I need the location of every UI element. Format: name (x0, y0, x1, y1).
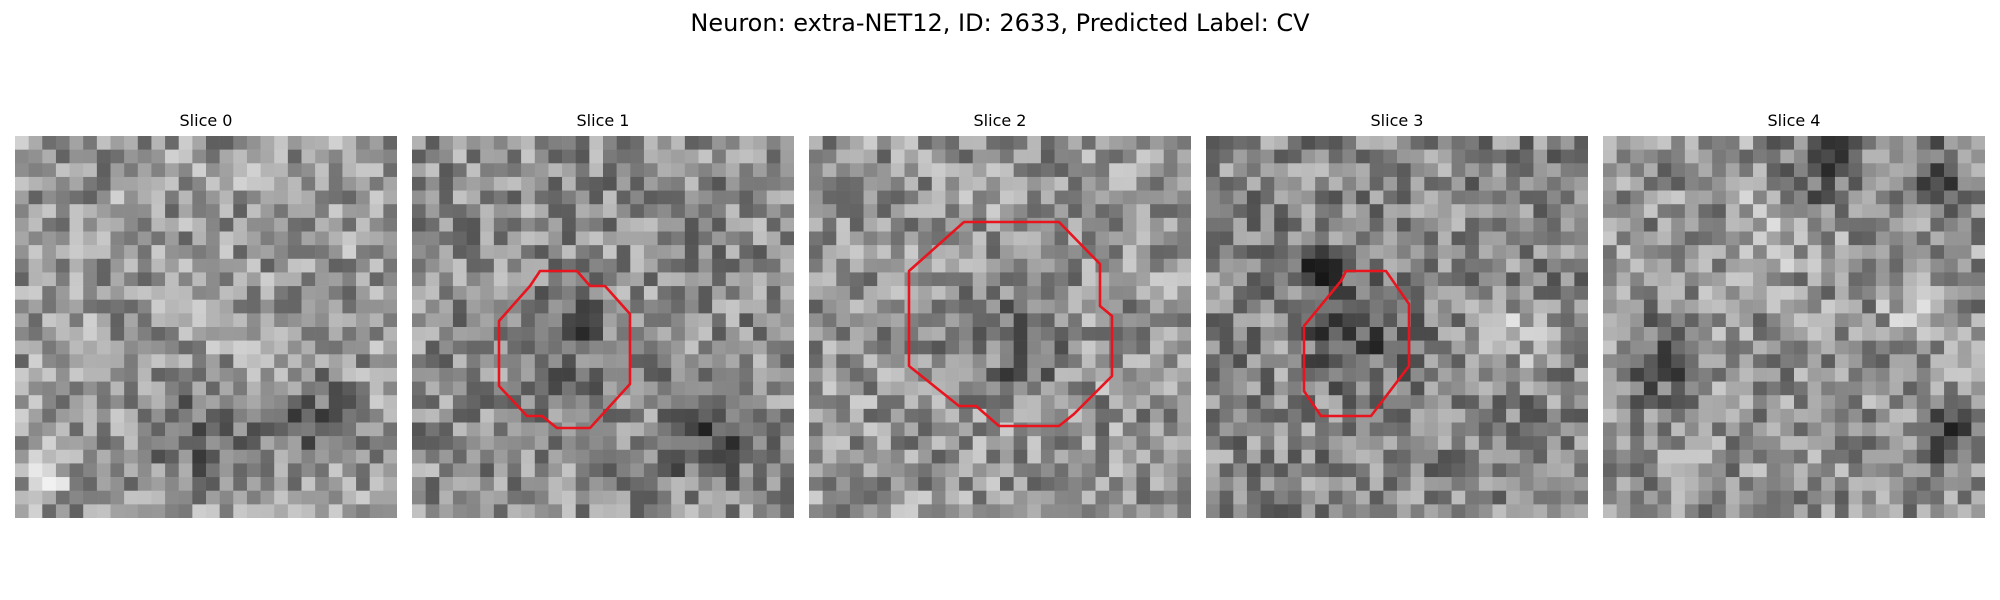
pixel-grid (412, 136, 794, 518)
slice-image-0 (15, 136, 397, 518)
roi-outline (907, 220, 1114, 428)
slice-panel-2: Slice 2 (809, 110, 1191, 518)
figure-title: Neuron: extra-NET12, ID: 2633, Predicted… (690, 9, 1310, 37)
slice-image-1 (412, 136, 794, 518)
pixel-grid (809, 136, 1191, 518)
slice-panel-3: Slice 3 (1206, 110, 1588, 518)
slice-panel-1: Slice 1 (412, 110, 794, 518)
pixel-grid (15, 136, 397, 518)
slice-title-1: Slice 1 (576, 111, 630, 130)
pixel-grid (1603, 136, 1985, 518)
pixel-grid (1206, 136, 1588, 518)
slice-title-2: Slice 2 (973, 111, 1027, 130)
slice-image-4 (1603, 136, 1985, 518)
slice-title-3: Slice 3 (1370, 111, 1424, 130)
slice-panel-0: Slice 0 (15, 110, 397, 518)
slice-panel-4: Slice 4 (1603, 110, 1985, 518)
roi-outline (497, 269, 632, 430)
slice-title-4: Slice 4 (1767, 111, 1821, 130)
roi-outline (1302, 269, 1411, 418)
slice-image-2 (809, 136, 1191, 518)
slice-title-0: Slice 0 (179, 111, 233, 130)
slice-image-3 (1206, 136, 1588, 518)
